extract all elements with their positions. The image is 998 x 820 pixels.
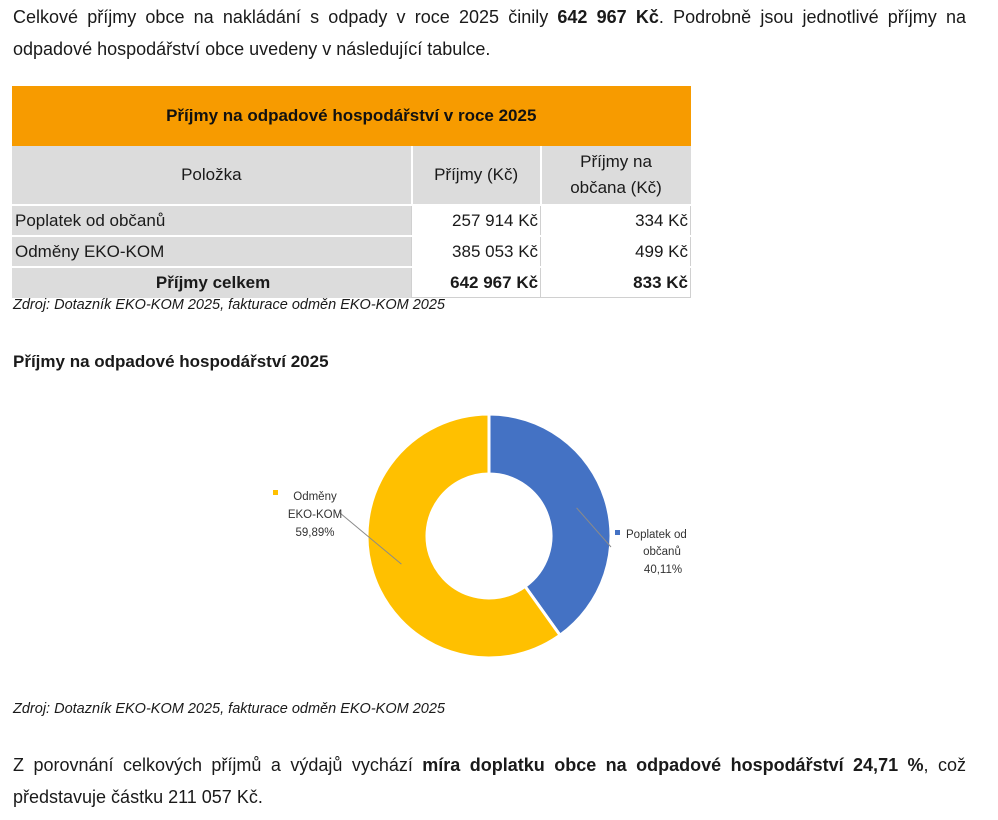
row-income: 257 914 Kč bbox=[411, 204, 541, 237]
chart-title: Příjmy na odpadové hospodářství 2025 bbox=[13, 352, 329, 371]
row-label: Poplatek od občanů bbox=[12, 204, 412, 236]
total-label: Příjmy celkem bbox=[12, 266, 412, 298]
table-total-row: Příjmy celkem 642 967 Kč 833 Kč bbox=[12, 266, 691, 298]
header-item: Položka bbox=[12, 146, 413, 205]
conclusion-paragraph: Z porovnání celkových příjmů a výdajů vy… bbox=[13, 749, 966, 813]
row-per-capita: 499 Kč bbox=[540, 235, 691, 268]
chart-source-note: Zdroj: Dotazník EKO-KOM 2025, fakturace … bbox=[13, 701, 445, 717]
legend-key bbox=[615, 530, 620, 535]
data-label-percent: 40,11% bbox=[644, 564, 682, 576]
data-label-name: Poplatek od bbox=[626, 529, 687, 541]
total-income: 642 967 Kč bbox=[411, 266, 541, 298]
intro-paragraph: Celkové příjmy obce na nakládání s odpad… bbox=[13, 1, 966, 65]
row-per-capita: 334 Kč bbox=[540, 204, 691, 237]
header-income: Příjmy (Kč) bbox=[411, 146, 542, 205]
donut-slice bbox=[365, 412, 563, 660]
donut-slices bbox=[365, 412, 613, 660]
donut-labels: Poplatek od občanů 40,11% Odměny EKO-KOM 59,8… bbox=[273, 490, 687, 576]
table-row: Poplatek od občanů 257 914 Kč 334 Kč bbox=[12, 204, 691, 237]
leader-line bbox=[576, 507, 612, 548]
table-header-row: Položka Příjmy (Kč) Příjmy na občana (Kč… bbox=[12, 146, 691, 205]
intro-amount: 642 967 Kč bbox=[557, 7, 659, 27]
intro-text-after: . Podrobně jsou jednotlivé příjmy na odp… bbox=[13, 7, 967, 59]
data-label-name: EKO-KOM bbox=[288, 509, 342, 521]
intro-text: Celkové příjmy obce na nakládání s odpad… bbox=[13, 7, 558, 27]
donut-chart: Poplatek od občanů 40,11% Odměny EKO-KOM 59,8… bbox=[273, 412, 687, 660]
donut-slice bbox=[487, 412, 613, 638]
income-table: Příjmy na odpadové hospodářství v roce 2… bbox=[12, 86, 691, 298]
row-label: Odměny EKO-KOM bbox=[12, 235, 412, 267]
table-title: Příjmy na odpadové hospodářství v roce 2… bbox=[12, 86, 691, 146]
leader-line bbox=[339, 512, 402, 565]
table-row: Odměny EKO-KOM 385 053 Kč 499 Kč bbox=[12, 235, 691, 268]
conclusion-text: Z porovnání celkových příjmů a výdajů vy… bbox=[13, 755, 423, 775]
data-label-name: Odměny bbox=[293, 491, 337, 503]
data-label-name: občanů bbox=[643, 546, 681, 558]
legend-key bbox=[273, 490, 278, 495]
row-income: 385 053 Kč bbox=[411, 235, 541, 268]
header-per-capita: Příjmy na občana (Kč) bbox=[540, 146, 691, 205]
table-source-note: Zdroj: Dotazník EKO-KOM 2025, fakturace … bbox=[13, 297, 445, 313]
total-per-capita: 833 Kč bbox=[540, 266, 691, 298]
data-label-percent: 59,89% bbox=[295, 527, 334, 539]
conclusion-text-after: , což představuje částku 211 057 Kč. bbox=[13, 755, 967, 807]
conclusion-bold: míra doplatku obce na odpadové hospodářs… bbox=[422, 755, 924, 775]
